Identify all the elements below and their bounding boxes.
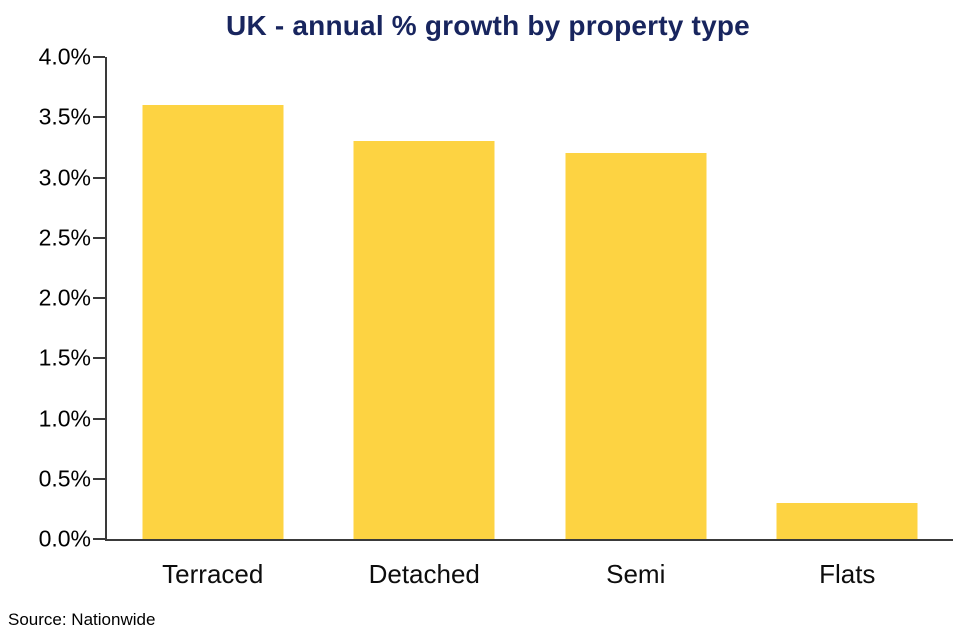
y-tick	[93, 236, 105, 239]
bar-terraced	[142, 105, 284, 539]
x-category-label: Semi	[606, 559, 666, 589]
y-tick-label: 3.5%	[38, 103, 91, 130]
y-tick	[93, 116, 105, 119]
y-tick	[93, 477, 105, 480]
y-tick	[93, 176, 105, 179]
y-tick-label: 0.5%	[38, 465, 91, 492]
chart-title: UK - annual % growth by property type	[226, 10, 750, 41]
y-tick-label: 1.0%	[38, 405, 91, 431]
source-note: Source: Nationwide	[8, 610, 156, 629]
y-tick	[93, 297, 105, 299]
y-tick-label: 2.0%	[38, 284, 91, 311]
y-tick	[93, 357, 105, 360]
y-tick-label: 3.0%	[38, 164, 91, 190]
y-tick	[93, 538, 105, 540]
x-category-label: Terraced	[162, 559, 264, 589]
plot-area: 4.0% 3.5% 3.0% 2.5% 2.0% 1.5% 1.0% 0.5% 0.0% Ter…	[39, 45, 953, 587]
bar-semi	[565, 153, 707, 539]
y-tick	[93, 417, 105, 420]
y-tick-label: 0.0%	[38, 525, 91, 552]
y-tick-label: 2.5%	[38, 224, 91, 251]
y-tick-label: 1.5%	[38, 344, 91, 371]
x-category-label: Flats	[819, 559, 876, 589]
y-tick	[93, 56, 105, 58]
bar-flats	[776, 502, 918, 539]
y-tick-label: 4.0%	[38, 43, 91, 70]
x-category-label: Detached	[368, 559, 480, 589]
bar-detached	[353, 141, 495, 539]
